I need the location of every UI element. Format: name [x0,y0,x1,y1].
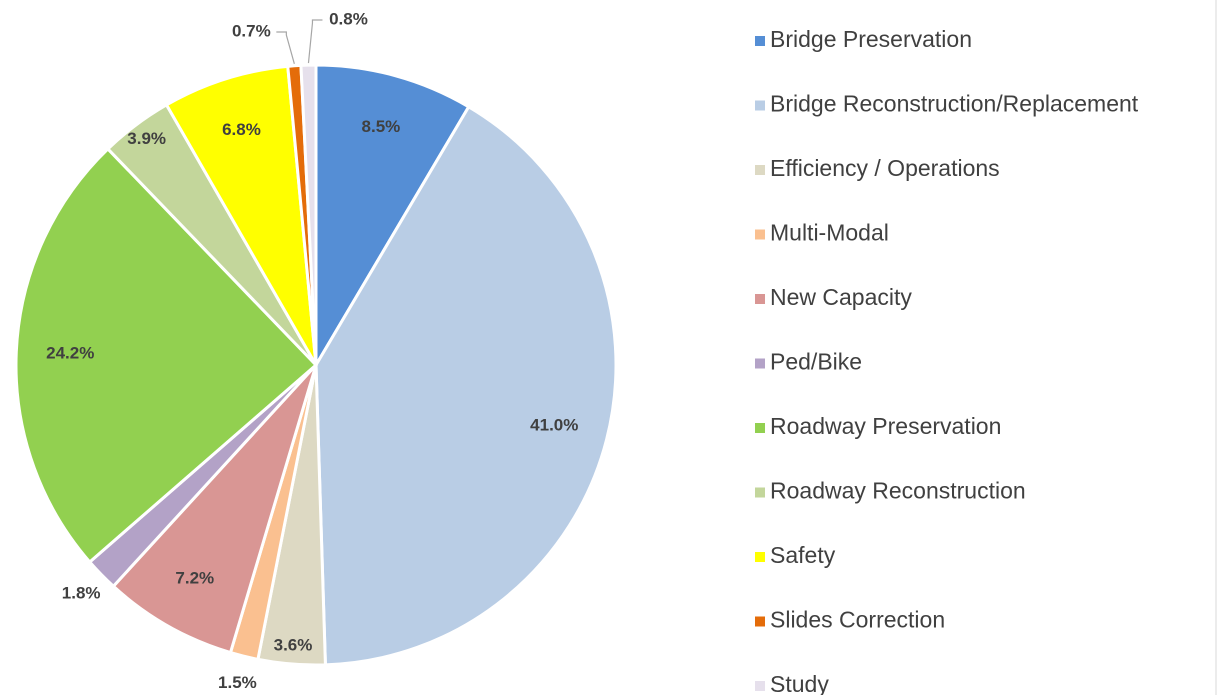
legend-swatch [755,100,765,111]
legend-swatch [755,616,765,627]
legend-swatch [755,165,765,175]
legend-label: New Capacity [770,284,912,310]
pie-slice [111,363,318,655]
data-label: 1.5% [218,673,257,692]
legend-label: Roadway Reconstruction [770,478,1026,504]
legend-label: Study [770,671,829,695]
legend-label: Bridge Preservation [770,26,972,52]
legend-label: Efficiency / Operations [770,155,1000,181]
pie-slice [314,104,618,667]
data-label: 41.0% [530,416,578,435]
legend-label: Safety [770,542,836,568]
legend-swatch [755,36,765,46]
legend-label: Bridge Reconstruction/Replacement [770,91,1139,117]
data-label: 8.5% [362,117,401,136]
pie-slice [164,64,318,366]
data-label: 3.6% [274,636,313,655]
legend-label: Roadway Preservation [770,413,1001,439]
legend-swatch [755,229,765,240]
data-label: 3.9% [127,129,166,148]
legend-label: Multi-Modal [770,220,889,246]
leader-line [276,31,295,64]
legend-swatch [755,681,765,691]
leader-line [307,19,323,64]
pie-slice [314,63,471,371]
legend-swatch [755,358,765,369]
data-label: 6.8% [222,120,261,139]
data-label: 1.8% [62,583,101,602]
legend-swatch [755,552,765,562]
legend-label: Slides Correction [770,607,945,633]
legend-swatch [755,294,765,304]
pie-slice [14,146,319,565]
pie-slice [299,63,318,366]
data-label: 0.7% [232,21,271,40]
data-label: 0.8% [329,9,368,28]
data-label: 24.2% [46,344,94,363]
data-label: 7.2% [175,569,214,588]
legend-swatch [755,487,765,498]
legend-swatch [755,423,765,433]
legend-label: Ped/Bike [770,349,862,375]
